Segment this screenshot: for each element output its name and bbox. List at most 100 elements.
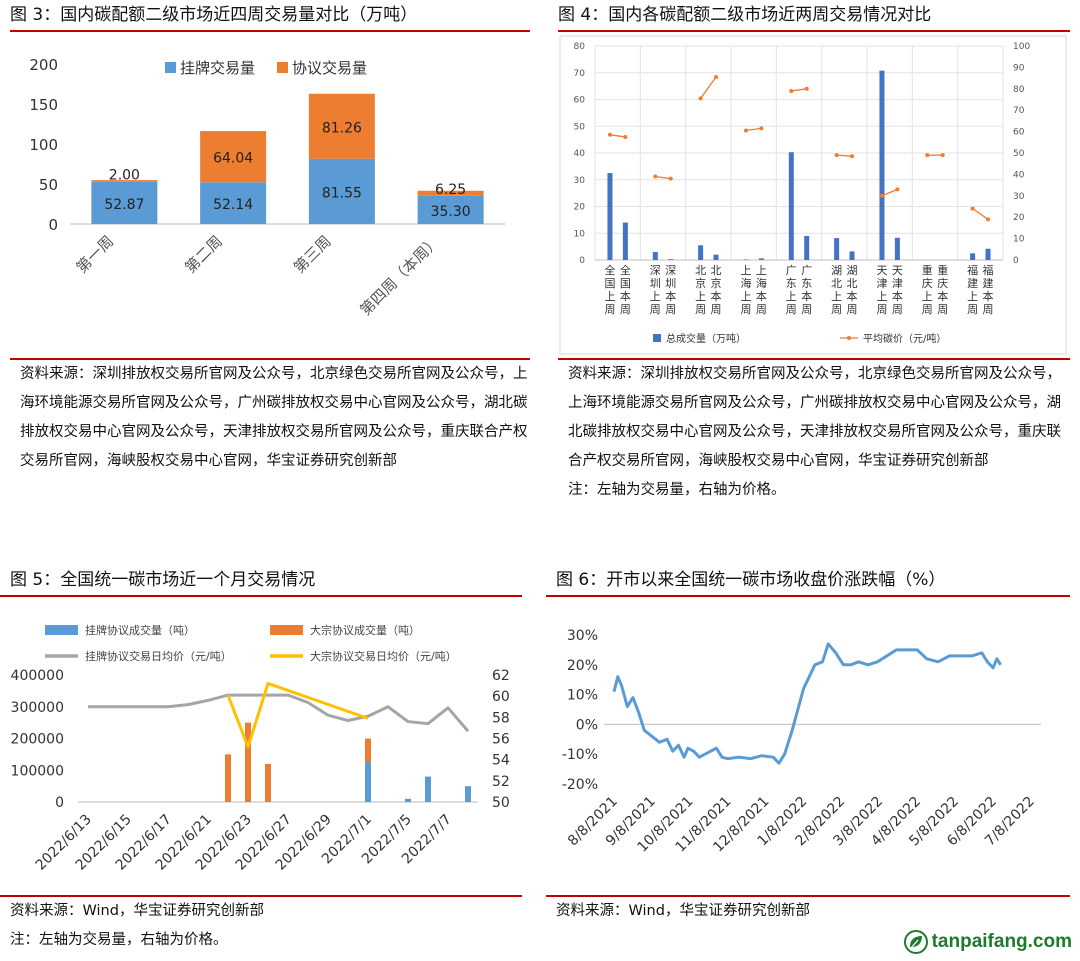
figure-6-panel: 图 6：开市以来全国统一碳市场收盘价涨跌幅（%） -20% -10% 0% 10% 20… <box>546 565 1070 961</box>
fig4-ytick-left: 40 <box>574 149 586 159</box>
figure-6-chart: -20%-10%0%10%20%30%8/8/20219/8/202110/8/… <box>562 628 1041 856</box>
fig5-ytick-right: 50 <box>492 795 510 811</box>
fig3-ytick-label: 100 <box>29 136 58 154</box>
fig4-legend-swatch <box>653 334 661 342</box>
fig3-bar <box>308 93 375 159</box>
fig4-category-label: 上海本周 <box>756 264 767 316</box>
fig5-ytick-right: 52 <box>492 774 510 790</box>
fig3-data-label: 64.04 <box>213 151 253 167</box>
figure-4-source-text: 资料来源：深圳排放权交易所官网及公众号，北京绿色交易所官网及公众号，上海环境能源… <box>568 366 1061 469</box>
figure-5-title: 图 5：全国统一碳市场近一个月交易情况 <box>0 565 522 597</box>
fig3-bar <box>200 131 267 183</box>
logo-text: tanpaifang.com <box>931 931 1072 952</box>
fig4-price-point <box>607 132 612 137</box>
fig6-ytick-label: -10% <box>562 747 598 763</box>
fig6-series-line <box>612 642 1002 765</box>
fig4-category-label: 上海上周 <box>740 264 751 316</box>
fig4-bar <box>698 245 704 260</box>
fig5-bar <box>225 754 231 802</box>
fig3-data-label: 81.26 <box>322 120 362 136</box>
fig3-data-label: 35.30 <box>431 204 471 220</box>
fig5-ytick-right: 62 <box>492 668 510 684</box>
fig4-ytick-left: 10 <box>574 229 586 239</box>
fig4-ytick-right: 30 <box>1013 192 1025 202</box>
fig3-bar <box>200 182 267 224</box>
fig5-legend-label: 大宗协议成交量（吨） <box>310 623 420 637</box>
fig4-bar <box>607 173 613 260</box>
fig3-category-label: 第一周 <box>73 232 118 277</box>
fig4-bar <box>834 238 840 260</box>
fig3-category-label: 第二周 <box>181 232 226 277</box>
fig3-ytick-label: 0 <box>48 216 58 234</box>
fig3-legend-swatch <box>165 62 176 73</box>
fig3-bar <box>417 190 484 196</box>
fig4-ytick-right: 70 <box>1013 106 1025 116</box>
fig3-bar <box>91 181 158 224</box>
fig4-price-line <box>972 208 989 220</box>
fig4-bar <box>743 259 749 260</box>
fig6-ytick-label: 0% <box>576 717 598 733</box>
fig5-legend-label: 挂牌协议成交量（吨） <box>85 623 195 637</box>
fig4-ytick-left: 20 <box>574 203 586 213</box>
fig4-bar <box>970 253 976 260</box>
fig5-bar <box>405 798 411 802</box>
fig4-price-line <box>609 134 626 138</box>
fig5-ytick-left: 300000 <box>11 700 64 716</box>
fig5-legend-label: 挂牌协议交易日均价（元/吨） <box>85 649 232 663</box>
fig4-price-point <box>970 206 975 211</box>
fig4-price-point <box>940 153 945 158</box>
fig5-bar <box>265 763 271 802</box>
fig5-legend-swatch <box>45 625 78 635</box>
fig3-legend-swatch <box>277 62 288 73</box>
figure-5-note: 注：左轴为交易量，右轴为价格。 <box>10 932 228 948</box>
fig5-ytick-left: 200000 <box>11 732 64 748</box>
fig5-ytick-right: 54 <box>492 753 510 769</box>
fig5-ytick-right: 56 <box>492 732 510 748</box>
fig4-ytick-right: 10 <box>1013 235 1025 245</box>
fig3-data-label: 2.00 <box>109 168 140 184</box>
fig4-category-label: 北京上周 <box>695 264 706 316</box>
fig4-price-point <box>743 128 748 133</box>
fig4-bar <box>713 254 719 260</box>
fig4-price-point <box>850 154 855 159</box>
fig6-ytick-label: 30% <box>567 628 598 644</box>
fig4-bar <box>894 237 900 260</box>
fig4-price-point <box>668 176 673 181</box>
fig4-price-line <box>836 154 853 157</box>
fig4-ytick-left: 70 <box>574 69 586 79</box>
fig5-bar <box>425 776 431 802</box>
fig3-legend-label: 协议交易量 <box>292 59 367 77</box>
fig4-category-label: 全国上周 <box>604 263 615 316</box>
fig3-legend-label: 挂牌交易量 <box>180 59 255 77</box>
site-logo: tanpaifang.com <box>903 929 1072 955</box>
fig4-price-point <box>804 86 809 91</box>
figure-5-panel: 图 5：全国统一碳市场近一个月交易情况 0 100000 200000 300000 4… <box>0 565 522 961</box>
fig4-ytick-right: 50 <box>1013 149 1025 159</box>
fig4-price-point <box>834 153 839 158</box>
fig3-data-label: 52.14 <box>213 197 253 213</box>
fig5-ytick-left: 100000 <box>11 763 64 779</box>
fig5-legend-swatch <box>270 625 303 635</box>
figure-4-panel: 图 4：国内各碳配额二级市场近两周交易情况对比 0 10 20 30 40 50 60 70 8… <box>558 0 1070 540</box>
fig4-category-label: 湖北本周 <box>847 264 858 316</box>
fig5-ytick-right: 58 <box>492 710 510 726</box>
fig4-price-line <box>791 88 807 92</box>
fig4-bar <box>788 152 794 260</box>
fig4-price-point <box>759 126 764 131</box>
fig4-bar <box>879 70 885 260</box>
fig4-ytick-left: 80 <box>574 42 586 52</box>
figure-3-chart: 0 50 100 150 200 52.87 2.00 第一周 52.14 64.04 第二周 81.… <box>29 56 505 319</box>
fig3-bar <box>417 195 484 224</box>
fig3-ytick-label: 150 <box>29 96 58 114</box>
fig5-legend-label: 大宗协议交易日均价（元/吨） <box>310 649 457 663</box>
fig4-category-label: 深圳上周 <box>650 264 661 316</box>
fig4-category-label: 广东本周 <box>801 264 812 316</box>
figure-5-source: 资料来源：Wind，华宝证券研究创新部 注：左轴为交易量，右轴为价格。 <box>0 895 522 961</box>
fig4-category-label: 天津上周 <box>876 264 887 316</box>
fig4-category-label: 北京本周 <box>711 264 722 316</box>
fig4-ytick-right: 90 <box>1013 63 1025 73</box>
fig3-data-label: 6.25 <box>435 182 466 198</box>
fig3-ytick-label: 200 <box>29 56 58 74</box>
figure-4-chart: 0 10 20 30 40 50 60 70 80 0 10 20 30 40 50 60 70 80 90 100 全… <box>559 35 1067 355</box>
fig4-price-line <box>745 127 762 132</box>
